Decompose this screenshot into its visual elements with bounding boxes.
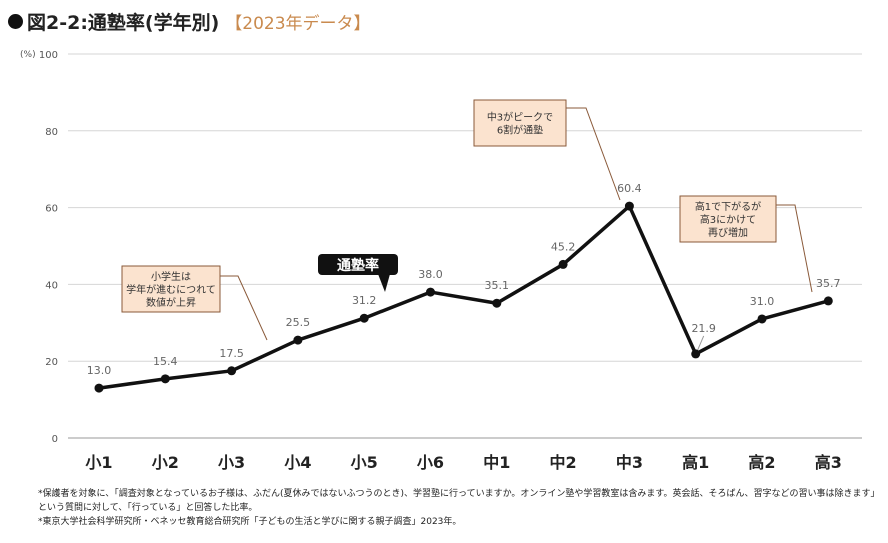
annotation-leader-line [220,275,268,341]
data-label-leader [697,335,705,351]
data-label: 31.2 [352,294,377,307]
annotation-text: 高3にかけて [700,213,756,226]
x-tick-label: 高1 [682,453,709,472]
x-tick-label: 中3 [616,453,643,472]
footnote-2: *東京大学社会科学研究所・ベネッセ教育総合研究所「子どもの生活と学びに関する親子… [38,517,462,527]
data-label: 31.0 [750,295,775,308]
annotation-text: 小学生は [151,270,191,283]
data-label: 45.2 [551,240,576,253]
data-point [227,366,237,376]
y-tick-label: 0 [52,434,58,445]
data-point [558,259,568,269]
chart-title-block: 図2-2:通塾率(学年別) 【2023年データ】 [8,8,371,35]
annotation-text: 学年が進むにつれて [126,283,216,296]
y-tick-label: 40 [45,280,58,291]
chart-title: 図2-2:通塾率(学年別) [27,12,220,34]
x-tick-label: 小2 [152,453,179,472]
x-tick-label: 中2 [550,453,577,472]
x-tick-label: 中1 [483,453,510,472]
x-tick-label: 高3 [815,453,842,472]
x-tick-label: 小1 [85,453,112,472]
data-point [359,313,369,323]
x-tick-label: 小4 [284,453,311,472]
line-chart: 0 20 40 60 80 100(%) 小1 小2 小3 小4 小5 小6 中1 中2 中3 高1 高2 高3 小… [20,50,862,472]
data-label: 17.5 [219,347,244,360]
data-label: 38.0 [418,268,443,281]
y-tick-label: 80 [45,127,58,138]
annotation-leader-line [566,107,621,201]
series-line [98,204,829,390]
series-name-tag [318,254,398,275]
annotation-box [679,195,777,243]
data-label: 21.9 [691,322,716,335]
annotation-text: 数値が上昇 [146,296,196,309]
annotation-box [473,99,567,147]
data-point [492,298,502,308]
data-point [94,383,104,393]
x-tick-label: 小6 [417,453,444,472]
series-name-tag-pointer [378,274,390,292]
data-point [757,314,767,324]
annotation-text: 中3がピークで [487,111,553,124]
data-label: 35.1 [485,279,510,292]
x-tick-label: 高2 [748,453,775,472]
annotation-text: 6割が通塾 [497,124,543,137]
annotation-leader-line [776,204,813,293]
bullet-icon [8,14,23,29]
x-tick-label: 小3 [218,453,245,472]
data-label: 60.4 [617,182,642,195]
data-label: 15.4 [153,355,178,368]
data-point [823,296,833,306]
x-tick-label: 小5 [351,453,378,472]
data-label: 25.5 [286,316,311,329]
footnotes: *保護者を対象に、「調査対象となっているお子様は、ふだん(夏休みではないふつうの… [38,487,878,529]
data-point [160,374,170,384]
data-label: 35.7 [816,277,841,290]
y-axis-unit: (%) [20,50,36,60]
series-name-label: 通塾率 [337,257,379,274]
annotation-box [121,265,221,313]
data-point [426,287,435,297]
data-point [691,349,701,359]
footnote-1: *保護者を対象に、「調査対象となっているお子様は、ふだん(夏休みではないふつうの… [38,489,876,513]
data-label: 13.0 [87,364,112,377]
y-tick-label: 60 [45,204,58,215]
y-tick-label: 20 [45,357,58,368]
data-point [624,201,634,211]
y-tick-label: 100 [39,50,58,61]
data-point [293,335,303,345]
chart-subtitle: 【2023年データ】 [225,14,371,34]
annotation-text: 再び増加 [708,226,748,239]
annotation-text: 高1で下がるが [695,200,761,213]
